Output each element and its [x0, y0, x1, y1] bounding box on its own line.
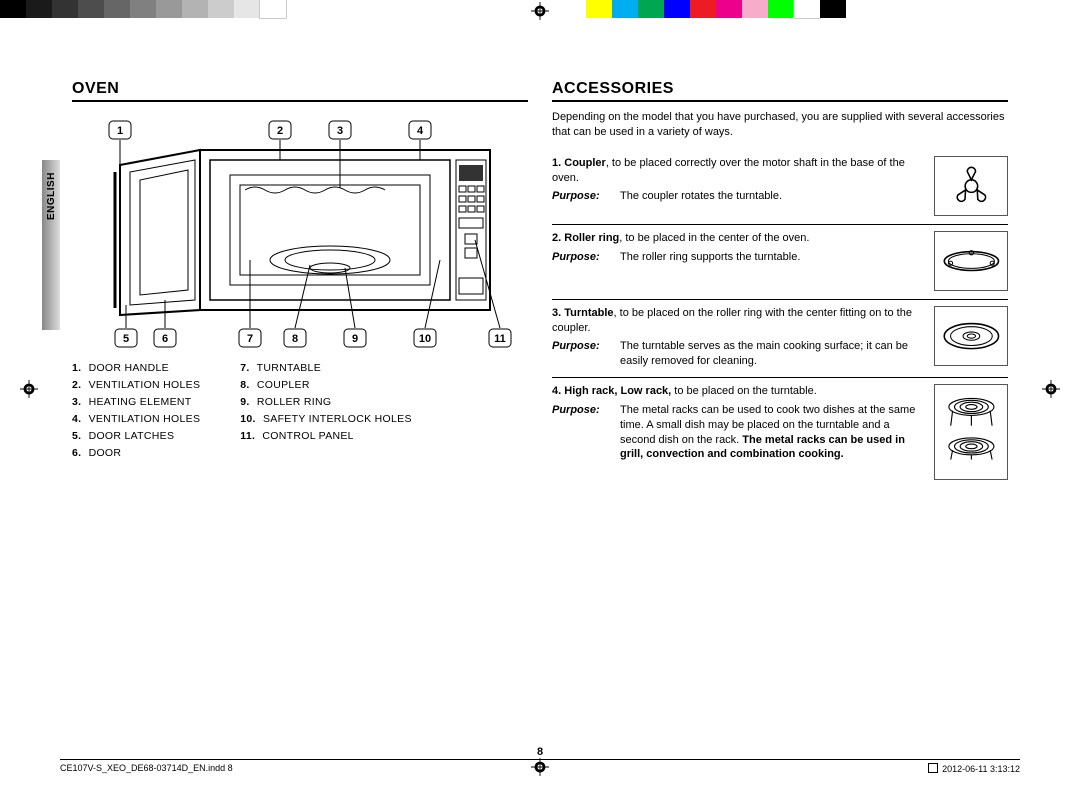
purpose-text: The metal racks can be used to cook two … — [620, 403, 924, 462]
part-item: 7. TURNTABLE — [240, 362, 412, 374]
accessory-thumb — [934, 156, 1008, 216]
page-number: 8 — [537, 746, 543, 758]
purpose-text: The turntable serves as the main cooking… — [620, 339, 924, 369]
page-content: ENGLISH OVEN 1234 — [60, 60, 1020, 742]
accessory-item: 4. High rack, Low rack, to be placed on … — [552, 378, 1008, 488]
part-item: 9. ROLLER RING — [240, 396, 412, 408]
svg-text:11: 11 — [494, 333, 506, 345]
part-item: 4. VENTILATION HOLES — [72, 413, 200, 425]
part-item: 2. VENTILATION HOLES — [72, 379, 200, 391]
accessories-heading: ACCESSORIES — [552, 80, 1008, 102]
part-item: 3. HEATING ELEMENT — [72, 396, 200, 408]
oven-heading: OVEN — [72, 80, 528, 102]
registration-mark — [1042, 380, 1060, 398]
svg-text:6: 6 — [162, 333, 168, 345]
accessory-thumb — [934, 384, 1008, 480]
part-item: 11. CONTROL PANEL — [240, 430, 412, 442]
accessory-thumb — [934, 231, 1008, 291]
print-footer: CE107V-S_XEO_DE68-03714D_EN.indd 8 2012-… — [60, 759, 1020, 774]
purpose-text: The roller ring supports the turntable. — [620, 250, 924, 265]
oven-diagram: 1 2 3 4 — [72, 110, 528, 350]
svg-text:8: 8 — [292, 333, 298, 345]
svg-text:1: 1 — [117, 125, 123, 137]
purpose-label: Purpose: — [552, 339, 612, 369]
svg-text:5: 5 — [123, 333, 129, 345]
accessory-item: 3. Turntable, to be placed on the roller… — [552, 300, 1008, 378]
accessory-thumb — [934, 306, 1008, 366]
footer-filename: CE107V-S_XEO_DE68-03714D_EN.indd 8 — [60, 763, 233, 774]
purpose-label: Purpose: — [552, 403, 612, 462]
accessories-intro: Depending on the model that you have pur… — [552, 110, 1008, 140]
svg-text:2: 2 — [277, 125, 283, 137]
part-item: 6. DOOR — [72, 447, 200, 459]
part-item: 5. DOOR LATCHES — [72, 430, 200, 442]
accessory-item: 2. Roller ring, to be placed in the cent… — [552, 225, 1008, 300]
language-label: ENGLISH — [46, 172, 57, 220]
svg-text:10: 10 — [419, 333, 431, 345]
footer-timestamp: 2012-06-11 3:13:12 — [928, 763, 1020, 774]
registration-mark — [20, 380, 38, 398]
purpose-label: Purpose: — [552, 189, 612, 204]
right-column: ACCESSORIES Depending on the model that … — [540, 60, 1020, 742]
svg-text:7: 7 — [247, 333, 253, 345]
part-item: 10. SAFETY INTERLOCK HOLES — [240, 413, 412, 425]
svg-text:3: 3 — [337, 125, 343, 137]
svg-text:9: 9 — [352, 333, 358, 345]
registration-mark — [531, 2, 549, 20]
part-item: 8. COUPLER — [240, 379, 412, 391]
part-item: 1. DOOR HANDLE — [72, 362, 200, 374]
left-column: ENGLISH OVEN 1234 — [60, 60, 540, 742]
purpose-label: Purpose: — [552, 250, 612, 265]
svg-text:4: 4 — [417, 125, 424, 137]
oven-parts-list: 1. DOOR HANDLE 2. VENTILATION HOLES 3. HEA… — [72, 362, 528, 464]
accessory-item: 1. Coupler, to be placed correctly over … — [552, 150, 1008, 225]
purpose-text: The coupler rotates the turntable. — [620, 189, 924, 204]
